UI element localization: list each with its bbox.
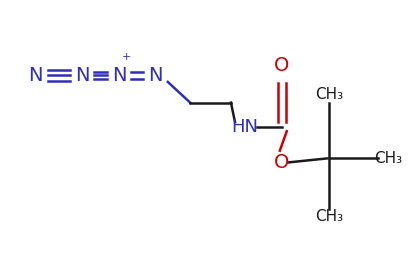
Text: CH₃: CH₃ bbox=[315, 87, 343, 102]
Text: N: N bbox=[28, 66, 43, 85]
Text: N: N bbox=[75, 66, 90, 85]
Text: CH₃: CH₃ bbox=[315, 209, 343, 224]
Text: O: O bbox=[274, 153, 290, 172]
Text: N: N bbox=[148, 66, 163, 85]
Text: O: O bbox=[274, 56, 290, 74]
Text: N: N bbox=[112, 66, 126, 85]
Text: +: + bbox=[121, 52, 131, 62]
Text: HN: HN bbox=[232, 118, 259, 136]
Text: CH₃: CH₃ bbox=[374, 151, 402, 166]
